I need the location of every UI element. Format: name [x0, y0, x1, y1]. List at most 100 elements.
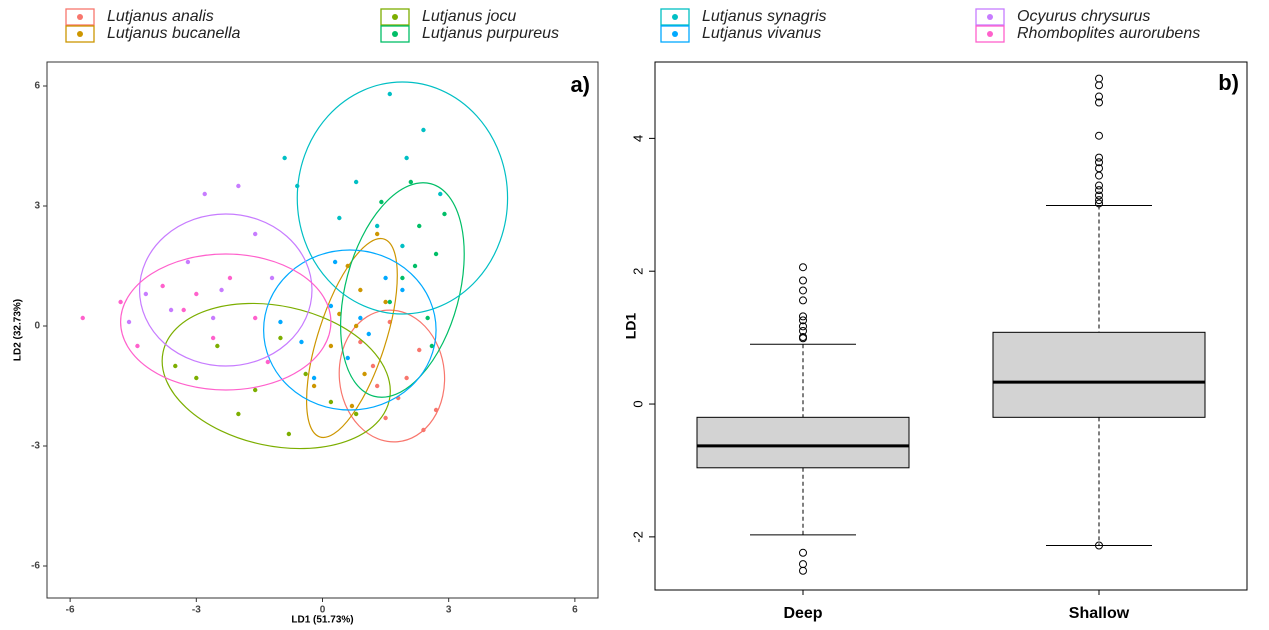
x-axis-label: LD1 (51.73%): [291, 615, 353, 626]
point: [387, 91, 392, 97]
outlier: [799, 316, 807, 325]
outlier: [799, 334, 807, 343]
confidence-ellipse: [120, 253, 332, 391]
outlier: [1095, 196, 1103, 205]
point: [425, 315, 430, 321]
point: [404, 155, 409, 161]
y-axis-label: LD2 (32.73%): [13, 299, 24, 361]
point: [412, 263, 418, 269]
outlier: [799, 566, 807, 575]
legend-dot: [672, 31, 678, 37]
point: [438, 191, 443, 197]
legend-dot: [392, 31, 398, 37]
point: [210, 335, 216, 341]
point: [332, 259, 338, 265]
point: [358, 287, 363, 293]
legend-dot: [987, 31, 993, 37]
point: [126, 319, 132, 325]
point: [194, 375, 199, 381]
point: [404, 375, 409, 381]
outlier: [1095, 92, 1103, 101]
outlier: [1095, 74, 1103, 83]
point: [210, 315, 216, 321]
point: [202, 191, 207, 197]
legend-label: Lutjanus jocu: [422, 8, 516, 25]
point: [299, 339, 304, 345]
outlier: [1095, 171, 1103, 180]
point: [383, 299, 388, 305]
legend-dot: [77, 31, 83, 37]
point: [194, 291, 199, 297]
point: [185, 259, 191, 265]
point: [387, 299, 392, 305]
point: [265, 359, 271, 365]
point: [181, 307, 186, 313]
legend-label: Lutjanus bucanella: [107, 25, 241, 42]
point: [345, 355, 350, 361]
point: [358, 315, 363, 321]
x-tick-label: -3: [192, 605, 201, 616]
outlier: [799, 548, 807, 557]
x-tick-label: Deep: [783, 605, 822, 622]
point: [358, 339, 363, 345]
point: [400, 243, 405, 249]
outlier: [1095, 131, 1103, 140]
point: [400, 287, 405, 293]
y-tick-label: -2: [630, 531, 645, 543]
point: [311, 375, 317, 381]
y-tick-label: 4: [630, 135, 645, 142]
legend-dot: [392, 14, 398, 20]
point: [408, 179, 414, 185]
legend-key: [65, 25, 95, 43]
outlier: [799, 312, 807, 321]
legend-dot: [987, 14, 993, 20]
point: [366, 331, 371, 337]
legend-label: Lutjanus purpureus: [422, 25, 559, 42]
point: [118, 299, 123, 305]
outlier: [799, 560, 807, 569]
panel-label: a): [570, 72, 590, 97]
point: [143, 291, 149, 297]
legend-key: [975, 8, 1005, 26]
point: [362, 371, 367, 377]
point: [353, 411, 359, 417]
point: [328, 399, 334, 405]
confidence-ellipse: [305, 237, 398, 439]
y-tick-label: 0: [630, 400, 645, 407]
outlier: [1095, 153, 1103, 162]
legend-dot: [672, 14, 678, 20]
outlier: [1095, 81, 1103, 90]
y-tick-label: -3: [31, 441, 40, 452]
point: [374, 383, 380, 389]
point: [421, 127, 426, 133]
panel-label: b): [1218, 70, 1239, 95]
x-tick-label: -6: [66, 605, 75, 616]
point: [370, 363, 376, 369]
point: [160, 283, 165, 289]
confidence-ellipse: [296, 81, 509, 315]
legend-label: Lutjanus synagris: [702, 8, 827, 25]
point: [278, 319, 283, 325]
x-tick-label: 0: [320, 605, 326, 616]
point: [253, 231, 258, 237]
point: [282, 155, 287, 161]
legend-key: [660, 25, 690, 43]
point: [311, 383, 317, 389]
y-tick-label: 6: [34, 81, 40, 92]
point: [374, 231, 380, 237]
outlier: [1095, 541, 1103, 550]
point: [219, 287, 224, 293]
confidence-ellipse: [138, 213, 313, 367]
point: [278, 335, 283, 341]
point: [173, 363, 178, 369]
point: [383, 415, 388, 421]
legend-key: [380, 25, 410, 43]
legend-key: [975, 25, 1005, 43]
point: [236, 411, 241, 417]
outlier: [1095, 191, 1103, 200]
legend-key: [65, 8, 95, 26]
point: [253, 387, 258, 393]
legend-label: Ocyurus chrysurus: [1017, 8, 1150, 25]
point: [383, 275, 388, 281]
